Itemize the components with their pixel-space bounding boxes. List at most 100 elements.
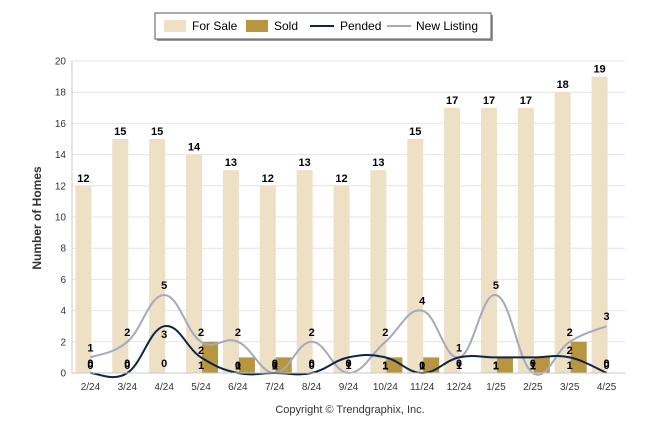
bar-for-sale	[259, 185, 276, 373]
x-tick-label: 6/24	[228, 382, 248, 393]
x-tick-label: 7/24	[265, 382, 285, 393]
label-sold: 0	[87, 358, 93, 370]
legend-label: Sold	[274, 19, 298, 33]
bar-for-sale	[296, 170, 313, 373]
label-for-sale: 15	[114, 126, 126, 138]
label-pended: 0	[124, 360, 130, 372]
bar-sold	[386, 357, 403, 373]
bars	[75, 76, 608, 374]
x-tick-label: 8/24	[302, 382, 322, 393]
legend-label: Pended	[340, 19, 381, 33]
legend: For Sale Sold Pended New Listing	[154, 12, 493, 41]
x-tick-label: 2/25	[523, 382, 543, 393]
label-new-listing: 0	[345, 358, 351, 370]
bar-for-sale	[112, 139, 129, 373]
bar-for-sale	[517, 107, 534, 374]
bar-sold	[275, 357, 292, 373]
y-tick-label: 2	[60, 337, 66, 348]
y-tick-label: 6	[60, 275, 66, 286]
label-pended: 1	[567, 360, 573, 372]
label-pended: 0	[309, 360, 315, 372]
bar-sold	[533, 357, 550, 373]
bar-for-sale	[480, 107, 497, 374]
y-tick-label: 0	[60, 369, 66, 380]
bar-for-sale	[444, 107, 461, 374]
bar-sold	[238, 357, 255, 373]
bar-for-sale	[333, 185, 350, 373]
x-tick-label: 5/24	[191, 382, 211, 393]
label-pended: 0	[604, 360, 610, 372]
y-tick-label: 14	[55, 150, 67, 161]
label-new-listing: 2	[235, 327, 241, 339]
label-for-sale: 14	[188, 142, 201, 154]
label-sold: 0	[161, 358, 167, 370]
label-sold: 0	[456, 358, 462, 370]
label-new-listing: 2	[124, 327, 130, 339]
label-pended: 0	[87, 360, 93, 372]
label-pended: 1	[198, 360, 204, 372]
label-sold: 1	[530, 360, 536, 372]
x-tick-label: 2/24	[81, 382, 101, 393]
lines	[90, 293, 607, 379]
bar-for-sale	[554, 92, 571, 373]
label-for-sale: 17	[520, 95, 532, 107]
label-pended: 1	[493, 360, 499, 372]
label-pended: 0	[235, 360, 241, 372]
bar-for-sale	[149, 139, 166, 373]
label-sold: 1	[382, 360, 388, 372]
label-pended: 1	[456, 360, 462, 372]
bar-sold	[496, 357, 513, 373]
label-new-listing: 0	[530, 358, 536, 370]
label-new-listing: 2	[382, 327, 388, 339]
label-new-listing: 5	[493, 280, 499, 292]
label-for-sale: 13	[225, 157, 237, 169]
copyright-credit: Copyright © Trendgraphix, Inc.	[275, 404, 424, 416]
line-pended	[90, 325, 607, 379]
label-pended: 0	[272, 360, 278, 372]
x-tick-label: 12/24	[447, 382, 472, 393]
bar-for-sale	[222, 170, 239, 373]
label-for-sale: 12	[262, 173, 274, 185]
bar-sold	[202, 341, 219, 373]
y-tick-label: 18	[55, 88, 67, 99]
x-tick-label: 3/25	[560, 382, 580, 393]
label-pended: 1	[345, 360, 351, 372]
label-for-sale: 15	[409, 126, 421, 138]
x-tick-label: 4/25	[597, 382, 617, 393]
x-tick-label: 10/24	[373, 382, 398, 393]
label-pended: 1	[530, 360, 536, 372]
bar-for-sale	[370, 170, 387, 373]
label-sold: 0	[604, 358, 610, 370]
label-for-sale: 12	[335, 173, 347, 185]
label-for-sale: 13	[372, 157, 384, 169]
legend-label: For Sale	[192, 19, 238, 33]
label-sold: 1	[419, 360, 425, 372]
label-for-sale: 15	[151, 126, 163, 138]
label-for-sale: 12	[77, 173, 89, 185]
legend-label: New Listing	[416, 19, 478, 33]
label-new-listing: 2	[567, 327, 573, 339]
x-tick-label: 9/24	[339, 382, 359, 393]
label-for-sale: 17	[446, 95, 458, 107]
line-new-listing	[90, 293, 607, 376]
bar-for-sale	[186, 154, 203, 373]
label-sold: 1	[272, 360, 278, 372]
label-sold: 1	[235, 360, 241, 372]
label-sold: 1	[493, 360, 499, 372]
y-tick-label: 12	[55, 181, 67, 192]
label-for-sale: 18	[557, 79, 569, 91]
label-for-sale: 19	[593, 64, 605, 76]
label-new-listing: 4	[419, 296, 426, 308]
label-new-listing: 0	[272, 358, 278, 370]
label-pended: 0	[419, 360, 425, 372]
label-sold: 2	[198, 345, 204, 357]
label-new-listing: 5	[161, 280, 167, 292]
bar-for-sale	[75, 185, 92, 373]
label-sold: 0	[309, 358, 315, 370]
x-tick-label: 4/24	[154, 382, 174, 393]
label-new-listing: 3	[604, 311, 610, 323]
